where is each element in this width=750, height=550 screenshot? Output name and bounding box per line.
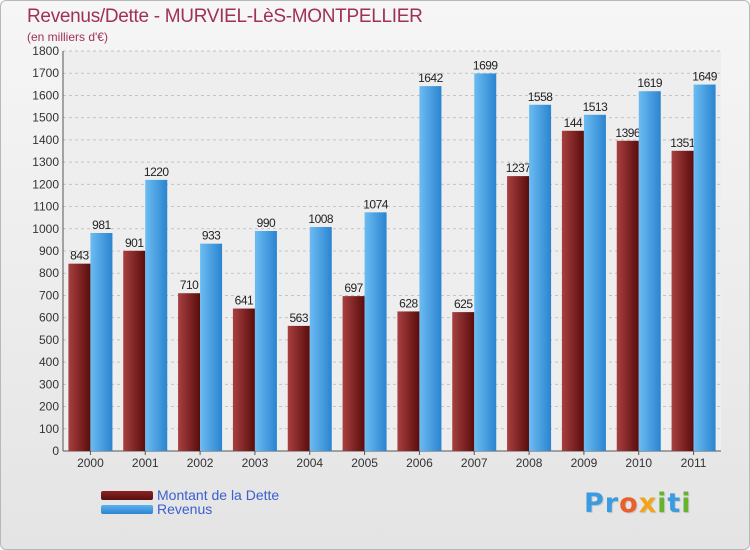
y-tick-label: 1400 [32, 133, 59, 147]
x-tick-label: 2000 [77, 456, 104, 470]
chart-subtitle: (en milliers d'€) [27, 30, 108, 44]
data-label-revenue: 1699 [473, 58, 499, 72]
data-label-revenue: 1513 [583, 100, 609, 114]
logo-letter: x [638, 488, 658, 519]
bar-debt [452, 312, 475, 451]
data-label-debt: 1396 [615, 126, 641, 140]
data-label-revenue: 1619 [637, 76, 663, 90]
bar-revenue [638, 91, 661, 451]
y-tick-label: 1300 [32, 155, 59, 169]
bar-revenue [529, 104, 552, 452]
y-tick-label: 1800 [32, 44, 59, 58]
data-label-debt: 625 [454, 297, 473, 311]
bar-revenue [309, 227, 332, 451]
y-tick-label: 700 [39, 288, 59, 302]
bar-debt [232, 308, 255, 451]
data-label-revenue: 1649 [692, 70, 718, 84]
y-tick-label: 500 [39, 333, 59, 347]
bar-debt [616, 140, 639, 451]
x-tick-label: 2001 [132, 456, 159, 470]
data-label-debt: 1237 [506, 161, 532, 175]
x-tick-label: 2004 [296, 456, 323, 470]
bar-revenue [200, 243, 223, 451]
logo-letter: t [667, 488, 682, 519]
data-label-debt: 710 [180, 278, 199, 292]
x-tick-label: 2003 [242, 456, 269, 470]
y-tick-label: 800 [39, 266, 59, 280]
chart-title: Revenus/Dette - MURVIEL-LèS-MONTPELLIER [27, 6, 423, 27]
bar-revenue [474, 73, 497, 451]
bar-debt [68, 263, 91, 451]
bar-revenue [145, 179, 168, 451]
y-tick-label: 1700 [32, 66, 59, 80]
y-tick-label: 1200 [32, 177, 59, 191]
bar-revenue [583, 114, 606, 452]
legend-label-revenue: Revenus [157, 501, 213, 517]
data-label-debt: 144 [564, 116, 583, 130]
bar-debt [287, 325, 310, 451]
bar-debt [397, 311, 420, 451]
logo-letter: i [657, 488, 668, 519]
data-label-revenue: 1220 [144, 165, 170, 179]
data-label-revenue: 1008 [308, 212, 334, 226]
data-label-debt: 1351 [670, 136, 696, 150]
bar-revenue [254, 231, 277, 451]
y-tick-label: 100 [39, 422, 59, 436]
bar-revenue [364, 212, 387, 451]
x-tick-label: 2010 [625, 456, 652, 470]
y-tick-label: 1600 [32, 88, 59, 102]
bar-revenue [419, 86, 442, 451]
y-tick-label: 1000 [32, 222, 59, 236]
bar-debt [507, 176, 530, 451]
data-label-revenue: 1074 [363, 197, 389, 211]
y-tick-label: 200 [39, 400, 59, 414]
data-label-debt: 641 [235, 294, 254, 308]
data-label-debt: 901 [125, 236, 144, 250]
legend-label-debt: Montant de la Dette [157, 487, 280, 503]
logo-letter: o [619, 488, 639, 519]
x-tick-label: 2007 [461, 456, 488, 470]
y-tick-label: 1500 [32, 111, 59, 125]
logo-letter: i [681, 488, 692, 519]
legend-swatch-revenue [101, 505, 153, 514]
bar-debt [561, 130, 584, 451]
legend-swatch-debt [101, 491, 153, 500]
data-label-debt: 697 [344, 281, 363, 295]
x-tick-label: 2005 [351, 456, 378, 470]
bar-revenue [90, 233, 113, 451]
x-tick-label: 2006 [406, 456, 433, 470]
x-tick-label: 2008 [516, 456, 543, 470]
data-label-revenue: 990 [257, 216, 276, 230]
data-label-debt: 843 [70, 249, 89, 263]
bar-revenue [693, 84, 716, 452]
data-label-revenue: 1558 [528, 90, 554, 104]
data-label-revenue: 933 [202, 229, 221, 243]
data-label-debt: 628 [399, 296, 418, 310]
y-tick-label: 900 [39, 244, 59, 258]
bar-debt [342, 296, 365, 451]
proxiti-logo: Proxiti [584, 488, 692, 519]
bar-debt [123, 250, 146, 451]
x-tick-label: 2002 [187, 456, 214, 470]
y-tick-label: 1100 [33, 200, 59, 214]
bar-debt [178, 293, 201, 451]
logo-letter: r [604, 488, 620, 519]
data-label-debt: 563 [289, 311, 308, 325]
logo-letter: P [584, 488, 605, 519]
x-tick-label: 2009 [571, 456, 598, 470]
y-tick-label: 400 [39, 355, 59, 369]
data-label-revenue: 981 [92, 218, 111, 232]
y-tick-label: 0 [52, 444, 59, 458]
data-label-revenue: 1642 [418, 71, 444, 85]
y-tick-label: 300 [39, 377, 59, 391]
x-tick-label: 2011 [681, 456, 707, 470]
bar-debt [671, 150, 694, 451]
y-tick-label: 600 [39, 311, 59, 325]
